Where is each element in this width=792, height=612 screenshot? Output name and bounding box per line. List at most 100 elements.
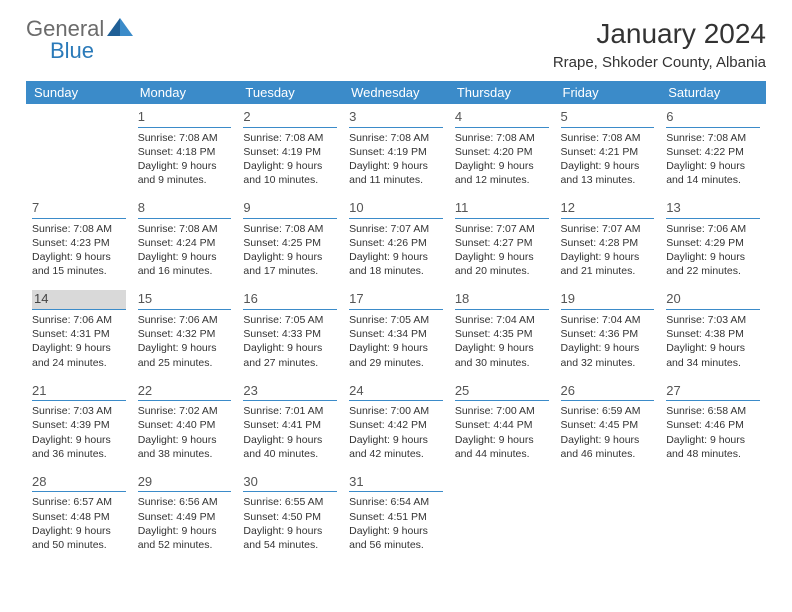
sunset-line: Sunset: 4:27 PM [455, 236, 549, 250]
calendar-cell: 4Sunrise: 7:08 AMSunset: 4:20 PMDaylight… [449, 104, 555, 195]
month-title: January 2024 [553, 18, 766, 50]
day-number: 2 [243, 108, 337, 128]
calendar-cell: 28Sunrise: 6:57 AMSunset: 4:48 PMDayligh… [26, 469, 132, 560]
calendar-body: 1Sunrise: 7:08 AMSunset: 4:18 PMDaylight… [26, 104, 766, 560]
sunrise-line: Sunrise: 7:06 AM [32, 313, 126, 327]
daylight-line: Daylight: 9 hours and 9 minutes. [138, 159, 232, 187]
calendar-cell: 30Sunrise: 6:55 AMSunset: 4:50 PMDayligh… [237, 469, 343, 560]
sunrise-line: Sunrise: 6:54 AM [349, 495, 443, 509]
day-number: 16 [243, 290, 337, 310]
daylight-line: Daylight: 9 hours and 14 minutes. [666, 159, 760, 187]
daylight-line: Daylight: 9 hours and 48 minutes. [666, 433, 760, 461]
day-number: 20 [666, 290, 760, 310]
sunrise-line: Sunrise: 6:56 AM [138, 495, 232, 509]
sunset-line: Sunset: 4:21 PM [561, 145, 655, 159]
day-number: 1 [138, 108, 232, 128]
calendar-cell: 31Sunrise: 6:54 AMSunset: 4:51 PMDayligh… [343, 469, 449, 560]
calendar-cell: 27Sunrise: 6:58 AMSunset: 4:46 PMDayligh… [660, 378, 766, 469]
calendar-cell: 14Sunrise: 7:06 AMSunset: 4:31 PMDayligh… [26, 286, 132, 377]
sunrise-line: Sunrise: 7:08 AM [455, 131, 549, 145]
calendar-cell: 7 Sunrise: 7:08 AMSunset: 4:23 PMDaylight… [26, 195, 132, 286]
daylight-line: Daylight: 9 hours and 36 minutes. [32, 433, 126, 461]
calendar-cell: 26Sunrise: 6:59 AMSunset: 4:45 PMDayligh… [555, 378, 661, 469]
calendar-cell: 9Sunrise: 7:08 AMSunset: 4:25 PMDaylight… [237, 195, 343, 286]
sunset-line: Sunset: 4:20 PM [455, 145, 549, 159]
sunrise-line: Sunrise: 7:07 AM [349, 222, 443, 236]
sunset-line: Sunset: 4:22 PM [666, 145, 760, 159]
sunset-line: Sunset: 4:29 PM [666, 236, 760, 250]
day-number: 13 [666, 199, 760, 219]
sunset-line: Sunset: 4:25 PM [243, 236, 337, 250]
daylight-line: Daylight: 9 hours and 27 minutes. [243, 341, 337, 369]
sunset-line: Sunset: 4:18 PM [138, 145, 232, 159]
sunrise-line: Sunrise: 7:08 AM [349, 131, 443, 145]
calendar-cell: 23Sunrise: 7:01 AMSunset: 4:41 PMDayligh… [237, 378, 343, 469]
sunrise-line: Sunrise: 7:06 AM [666, 222, 760, 236]
weekday-header: Tuesday [237, 81, 343, 104]
sunrise-line: Sunrise: 7:06 AM [138, 313, 232, 327]
calendar-cell: 22Sunrise: 7:02 AMSunset: 4:40 PMDayligh… [132, 378, 238, 469]
sunrise-line: Sunrise: 7:00 AM [349, 404, 443, 418]
calendar-week-row: 21Sunrise: 7:03 AMSunset: 4:39 PMDayligh… [26, 378, 766, 469]
logo: General Blue [26, 18, 133, 64]
daylight-line: Daylight: 9 hours and 34 minutes. [666, 341, 760, 369]
header: General Blue January 2024 Rrape, Shkoder… [26, 18, 766, 71]
day-number: 7 [32, 199, 126, 219]
sunset-line: Sunset: 4:40 PM [138, 418, 232, 432]
day-number: 5 [561, 108, 655, 128]
sunset-line: Sunset: 4:50 PM [243, 510, 337, 524]
logo-flag-icon [107, 18, 133, 41]
calendar-cell: 13Sunrise: 7:06 AMSunset: 4:29 PMDayligh… [660, 195, 766, 286]
daylight-line: Daylight: 9 hours and 46 minutes. [561, 433, 655, 461]
calendar-week-row: 7Sunrise: 7:08 AMSunset: 4:23 PMDaylight… [26, 195, 766, 286]
daylight-line: Daylight: 9 hours and 20 minutes. [455, 250, 549, 278]
sunrise-line: Sunrise: 7:08 AM [32, 222, 126, 236]
day-number: 28 [32, 473, 126, 493]
sunset-line: Sunset: 4:51 PM [349, 510, 443, 524]
day-number: 8 [138, 199, 232, 219]
calendar-cell: 25Sunrise: 7:00 AMSunset: 4:44 PMDayligh… [449, 378, 555, 469]
weekday-header: Thursday [449, 81, 555, 104]
logo-text-gray: General [26, 18, 104, 40]
daylight-line: Daylight: 9 hours and 11 minutes. [349, 159, 443, 187]
day-number: 24 [349, 382, 443, 402]
sunrise-line: Sunrise: 7:04 AM [561, 313, 655, 327]
sunrise-line: Sunrise: 6:57 AM [32, 495, 126, 509]
sunrise-line: Sunrise: 7:08 AM [243, 131, 337, 145]
sunrise-line: Sunrise: 7:08 AM [666, 131, 760, 145]
daylight-line: Daylight: 9 hours and 12 minutes. [455, 159, 549, 187]
daylight-line: Daylight: 9 hours and 29 minutes. [349, 341, 443, 369]
day-number: 27 [666, 382, 760, 402]
sunrise-line: Sunrise: 7:08 AM [243, 222, 337, 236]
calendar-cell: 24 Sunrise: 7:00 AMSunset: 4:42 PMDayligh… [343, 378, 449, 469]
daylight-line: Daylight: 9 hours and 52 minutes. [138, 524, 232, 552]
calendar-cell: 15Sunrise: 7:06 AMSunset: 4:32 PMDayligh… [132, 286, 238, 377]
daylight-line: Daylight: 9 hours and 42 minutes. [349, 433, 443, 461]
sunset-line: Sunset: 4:44 PM [455, 418, 549, 432]
weekday-header: Saturday [660, 81, 766, 104]
sunset-line: Sunset: 4:28 PM [561, 236, 655, 250]
sunset-line: Sunset: 4:19 PM [349, 145, 443, 159]
sunset-line: Sunset: 4:36 PM [561, 327, 655, 341]
daylight-line: Daylight: 9 hours and 30 minutes. [455, 341, 549, 369]
daylight-line: Daylight: 9 hours and 13 minutes. [561, 159, 655, 187]
sunset-line: Sunset: 4:35 PM [455, 327, 549, 341]
sunset-line: Sunset: 4:45 PM [561, 418, 655, 432]
daylight-line: Daylight: 9 hours and 16 minutes. [138, 250, 232, 278]
daylight-line: Daylight: 9 hours and 32 minutes. [561, 341, 655, 369]
sunrise-line: Sunrise: 7:05 AM [349, 313, 443, 327]
sunrise-line: Sunrise: 7:07 AM [561, 222, 655, 236]
daylight-line: Daylight: 9 hours and 15 minutes. [32, 250, 126, 278]
sunrise-line: Sunrise: 7:02 AM [138, 404, 232, 418]
sunrise-line: Sunrise: 6:55 AM [243, 495, 337, 509]
sunset-line: Sunset: 4:42 PM [349, 418, 443, 432]
sunset-line: Sunset: 4:33 PM [243, 327, 337, 341]
logo-text-blue: Blue [50, 38, 133, 64]
calendar-cell [26, 104, 132, 195]
calendar-cell: 12Sunrise: 7:07 AMSunset: 4:28 PMDayligh… [555, 195, 661, 286]
day-number: 25 [455, 382, 549, 402]
day-number: 11 [455, 199, 549, 219]
day-number: 14 [32, 290, 126, 310]
sunset-line: Sunset: 4:23 PM [32, 236, 126, 250]
daylight-line: Daylight: 9 hours and 50 minutes. [32, 524, 126, 552]
